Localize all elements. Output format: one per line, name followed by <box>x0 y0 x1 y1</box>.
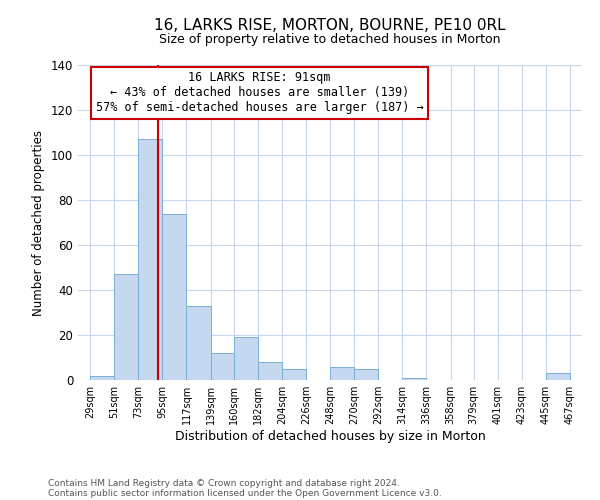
Bar <box>354 369 378 380</box>
Bar <box>138 139 163 380</box>
Bar <box>90 376 114 380</box>
Bar <box>233 337 257 380</box>
Text: 16, LARKS RISE, MORTON, BOURNE, PE10 0RL: 16, LARKS RISE, MORTON, BOURNE, PE10 0RL <box>154 18 506 32</box>
Text: 16 LARKS RISE: 91sqm
← 43% of detached houses are smaller (139)
57% of semi-deta: 16 LARKS RISE: 91sqm ← 43% of detached h… <box>95 72 424 114</box>
Bar <box>211 353 233 380</box>
Bar <box>403 378 427 380</box>
Text: Size of property relative to detached houses in Morton: Size of property relative to detached ho… <box>159 32 501 46</box>
Bar <box>330 366 354 380</box>
Bar <box>257 362 282 380</box>
Bar <box>546 373 570 380</box>
Bar <box>187 306 211 380</box>
Text: Contains public sector information licensed under the Open Government Licence v3: Contains public sector information licen… <box>48 488 442 498</box>
Bar <box>282 369 306 380</box>
Bar <box>163 214 187 380</box>
Bar <box>114 274 138 380</box>
Y-axis label: Number of detached properties: Number of detached properties <box>32 130 45 316</box>
X-axis label: Distribution of detached houses by size in Morton: Distribution of detached houses by size … <box>175 430 485 443</box>
Text: Contains HM Land Registry data © Crown copyright and database right 2024.: Contains HM Land Registry data © Crown c… <box>48 478 400 488</box>
